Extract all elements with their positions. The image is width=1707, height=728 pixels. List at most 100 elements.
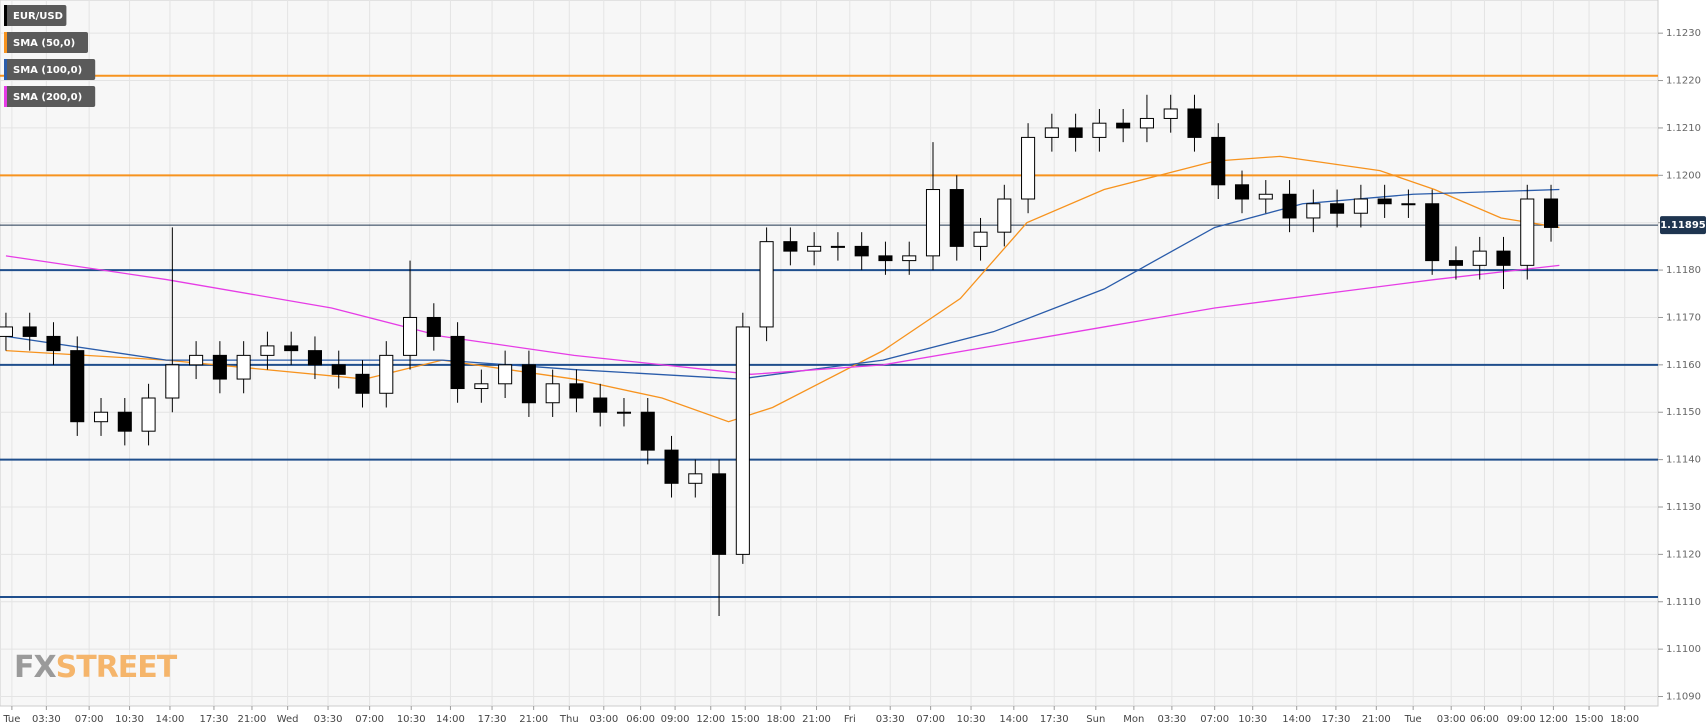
legend-label: SMA (200,0) [13, 92, 82, 103]
x-tick-label: 10:30 [1238, 714, 1267, 725]
candle-body [997, 198, 1012, 233]
candle-body [616, 411, 632, 414]
candle-body [1021, 136, 1036, 200]
candle-body [1187, 108, 1202, 138]
watermark-part: FX [14, 650, 56, 685]
y-tick-label: 1.1220 [1666, 76, 1701, 87]
sma-line [5, 155, 1560, 423]
candle-body [165, 364, 180, 399]
candle-body [1425, 203, 1440, 262]
candle-body [640, 411, 655, 451]
x-tick-label: 03:30 [1157, 714, 1186, 725]
legend-box [4, 59, 96, 80]
candle-body [189, 354, 204, 366]
candle-body [1520, 198, 1535, 266]
candle-body [1496, 250, 1511, 266]
x-tick-label: Sun [1086, 714, 1105, 725]
candle-body [735, 326, 750, 555]
x-tick-label: 06:00 [1470, 714, 1499, 725]
candle-body [1330, 203, 1345, 214]
candle-body [117, 411, 132, 432]
candle-body [1092, 122, 1107, 138]
x-tick-label: 07:00 [355, 714, 384, 725]
x-tick-label: 17:30 [1321, 714, 1350, 725]
candle-body [902, 255, 917, 262]
x-tick-label: Thu [559, 714, 579, 725]
y-tick-label: 1.1160 [1666, 360, 1701, 371]
x-tick-label: 21:00 [519, 714, 548, 725]
legend-swatch [4, 86, 7, 107]
x-tick-label: 17:30 [478, 714, 507, 725]
x-tick-label: Tue [1404, 714, 1422, 725]
legend-box [4, 32, 88, 53]
x-tick-label: 10:30 [397, 714, 426, 725]
candle-body [664, 449, 679, 484]
candle-body [1306, 203, 1321, 219]
y-tick-label: 1.1090 [1666, 692, 1701, 703]
candle-body [236, 354, 251, 380]
sma-line [5, 255, 1560, 375]
plot-area [0, 0, 1659, 707]
x-tick-label: 12:00 [696, 714, 725, 725]
x-tick-label: Tue [2, 714, 20, 725]
x-tick-label: 03:00 [589, 714, 618, 725]
x-tick-label: 09:00 [1507, 714, 1536, 725]
candle-body [878, 255, 893, 262]
x-tick-label: 14:00 [999, 714, 1028, 725]
candle-body [545, 383, 560, 404]
candle-body [284, 345, 299, 352]
x-tick-label: 21:00 [1362, 714, 1391, 725]
last-price-label: 1.11895 [1660, 220, 1706, 231]
x-tick-label: 07:00 [75, 714, 104, 725]
x-tick-label: 21:00 [802, 714, 831, 725]
x-tick-label: 09:00 [661, 714, 690, 725]
y-tick-label: 1.1110 [1666, 597, 1701, 608]
legend-label: SMA (50,0) [13, 38, 75, 49]
candle-body [1234, 184, 1250, 200]
legend-label: EUR/USD [13, 11, 63, 22]
candle-body [1139, 117, 1154, 129]
candle-body [1353, 198, 1368, 214]
y-tick-label: 1.1100 [1666, 644, 1701, 655]
sma-line [5, 188, 1560, 380]
last-price-box [1660, 216, 1706, 235]
x-tick-label: 07:00 [916, 714, 945, 725]
x-tick-label: Mon [1123, 714, 1144, 725]
candle-body [498, 364, 513, 385]
candle-body [973, 231, 988, 247]
x-tick-label: 18:00 [1610, 714, 1639, 725]
y-tick-label: 1.1120 [1666, 549, 1701, 560]
y-tick-label: 1.1180 [1666, 265, 1701, 276]
x-tick-label: 12:00 [1539, 714, 1568, 725]
candle-body [949, 189, 964, 247]
candle-body [1211, 136, 1226, 186]
candle-body [22, 326, 37, 337]
candle-body [1044, 127, 1059, 138]
y-tick-label: 1.1210 [1666, 123, 1701, 134]
candle-body [355, 373, 370, 394]
legend-swatch [4, 32, 7, 53]
candle-body [1448, 260, 1463, 266]
candle-body [1068, 127, 1083, 138]
candle-body [688, 473, 703, 484]
legend-swatch [4, 59, 7, 80]
candle-body [1472, 250, 1487, 266]
x-tick-label: 03:30 [314, 714, 343, 725]
candle-body [783, 241, 798, 252]
x-tick-label: 17:30 [200, 714, 229, 725]
candle-body [593, 397, 608, 413]
watermark: FXSTREET [14, 650, 178, 685]
x-tick-label: 14:00 [1282, 714, 1311, 725]
x-tick-label: 21:00 [238, 714, 267, 725]
candle-body [307, 350, 322, 366]
y-tick-label: 1.1230 [1666, 28, 1701, 39]
x-tick-label: 10:30 [115, 714, 144, 725]
x-tick-label: 15:00 [731, 714, 760, 725]
legend-label: SMA (100,0) [13, 65, 82, 76]
x-tick-label: 06:00 [626, 714, 655, 725]
candle-body [925, 189, 941, 257]
candle-body [0, 326, 13, 337]
x-tick-label: 18:00 [766, 714, 795, 725]
x-tick-label: Wed [277, 714, 299, 725]
y-tick-label: 1.1200 [1666, 170, 1701, 181]
